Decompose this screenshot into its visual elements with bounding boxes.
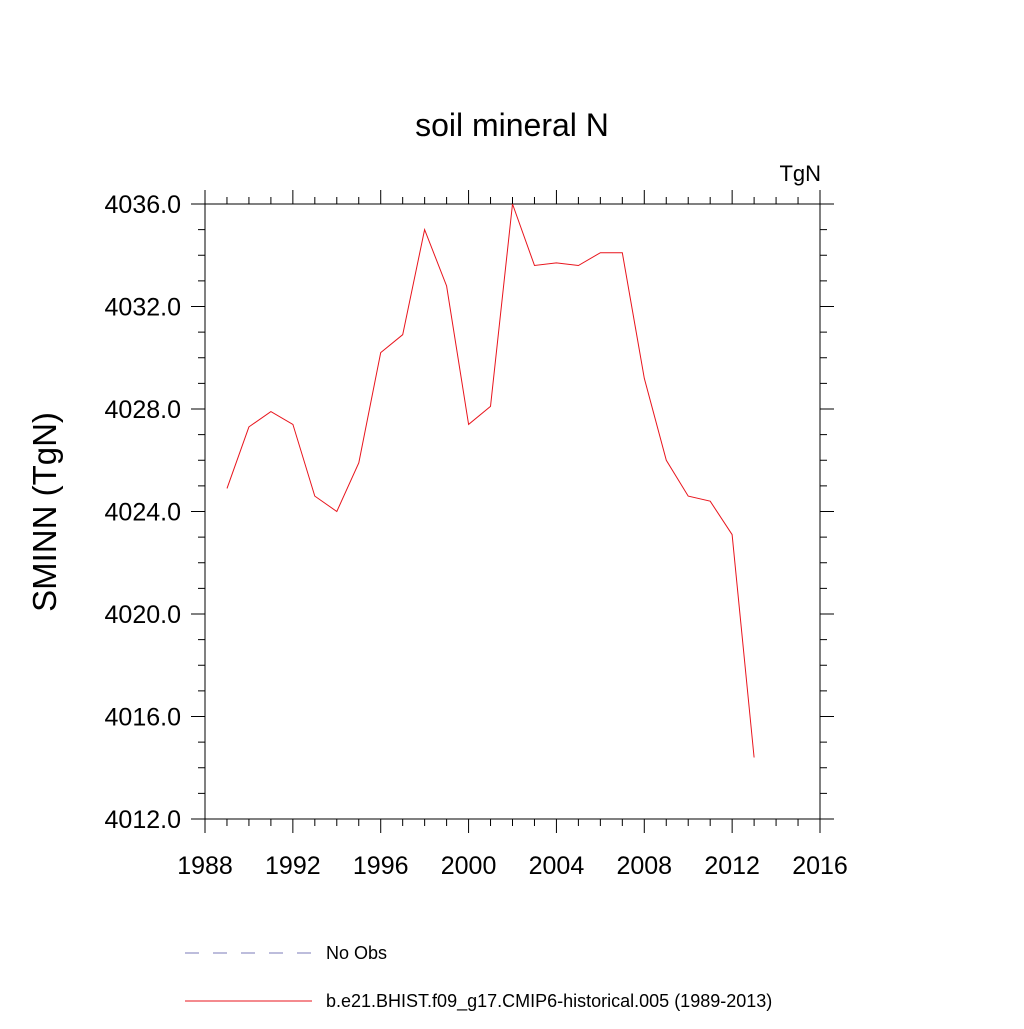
y-tick-labels: 4012.0 4016.0 4020.0 4024.0 4028.0 4032.0 4036… <box>105 191 181 834</box>
legend: No Obs b.e21.BHIST.f09_g17.CMIP6-histori… <box>185 943 772 1012</box>
legend-label-no-obs: No Obs <box>326 943 387 963</box>
x-ticks <box>204 190 821 833</box>
y-tick-label: 4012.0 <box>105 806 181 834</box>
x-tick-label: 2008 <box>616 852 672 880</box>
plot-frame <box>204 203 821 820</box>
x-tick-label: 2012 <box>704 852 760 880</box>
legend-label-model: b.e21.BHIST.f09_g17.CMIP6-historical.005… <box>326 991 772 1012</box>
series-line <box>226 203 755 758</box>
units-label: TgN <box>779 161 821 186</box>
chart-title: soil mineral N <box>415 107 609 143</box>
y-axis-label: SMINN (TgN) <box>26 412 63 612</box>
x-tick-label: 1988 <box>177 852 233 880</box>
y-tick-label: 4024.0 <box>105 499 181 527</box>
x-tick-label: 2016 <box>792 852 848 880</box>
x-tick-labels: 1988 1992 1996 2000 2004 2008 2012 2016 <box>177 852 848 880</box>
x-tick-label: 1992 <box>265 852 321 880</box>
x-tick-label: 2000 <box>441 852 497 880</box>
y-tick-label: 4036.0 <box>105 191 181 219</box>
y-tick-label: 4016.0 <box>105 704 181 732</box>
series-group <box>226 203 755 758</box>
y-ticks <box>191 203 834 820</box>
y-tick-label: 4020.0 <box>105 601 181 629</box>
x-tick-label: 1996 <box>353 852 409 880</box>
x-tick-label: 2004 <box>529 852 585 880</box>
y-tick-label: 4028.0 <box>105 396 181 424</box>
y-tick-label: 4032.0 <box>105 294 181 322</box>
